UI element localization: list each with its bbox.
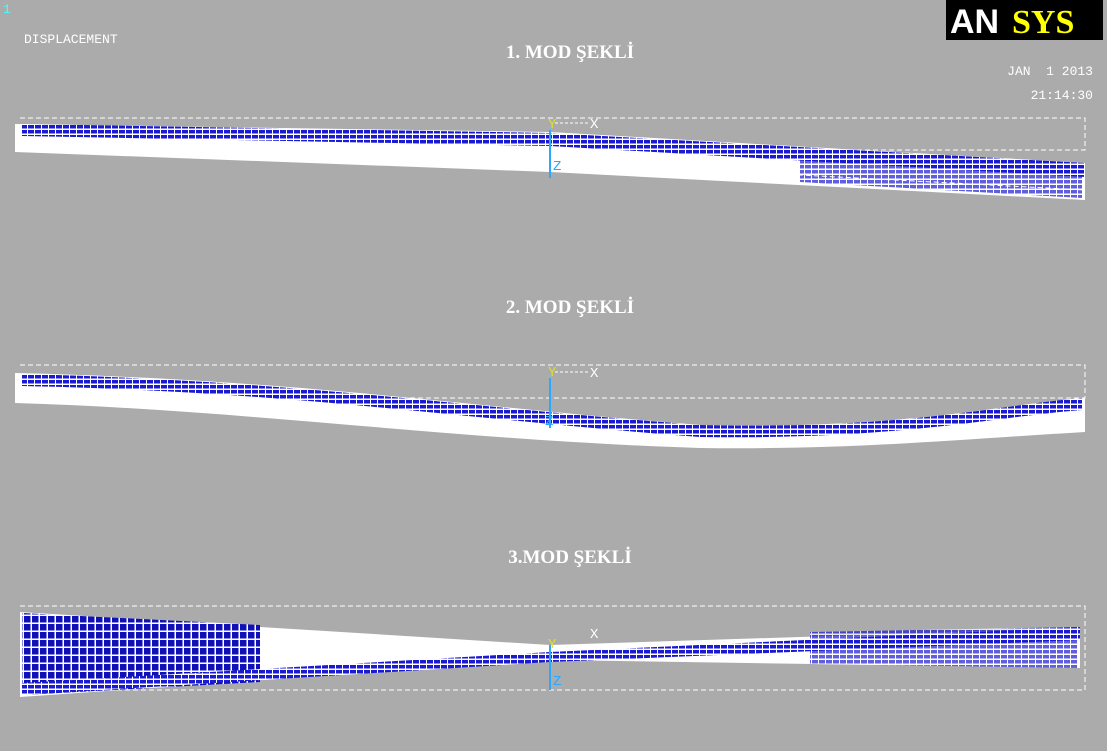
axis-z-label: Z bbox=[553, 674, 561, 690]
axis-x-label: X bbox=[590, 366, 599, 382]
mesh-block bbox=[810, 627, 1078, 668]
ansys-window: 1 DISPLACEMENT AN SYS JAN 1 2013 21:14:3… bbox=[0, 0, 1107, 751]
axis-z-label: Z bbox=[553, 159, 561, 175]
panel-title: 1. MOD ŞEKLİ bbox=[506, 42, 634, 63]
ansys-logo: AN SYS bbox=[946, 0, 1103, 41]
time: 21:14:30 bbox=[1031, 88, 1093, 103]
display-label: DISPLACEMENT bbox=[24, 32, 118, 47]
axis-y-label: Y bbox=[548, 637, 557, 653]
axis-x-label: X bbox=[590, 117, 599, 133]
axis-z-label: Z bbox=[545, 414, 553, 430]
date: JAN 1 2013 bbox=[1007, 64, 1093, 79]
window-number: 1 bbox=[3, 2, 11, 17]
logo-part2: SYS bbox=[1012, 4, 1074, 41]
panel-title: 2. MOD ŞEKLİ bbox=[506, 297, 634, 318]
axis-y-label: Y bbox=[548, 365, 557, 381]
axis-x-label: X bbox=[590, 627, 599, 643]
axis-y-label: Y bbox=[548, 117, 557, 133]
logo-part1: AN bbox=[950, 3, 999, 41]
panel-title: 3.MOD ŞEKLİ bbox=[508, 547, 632, 568]
